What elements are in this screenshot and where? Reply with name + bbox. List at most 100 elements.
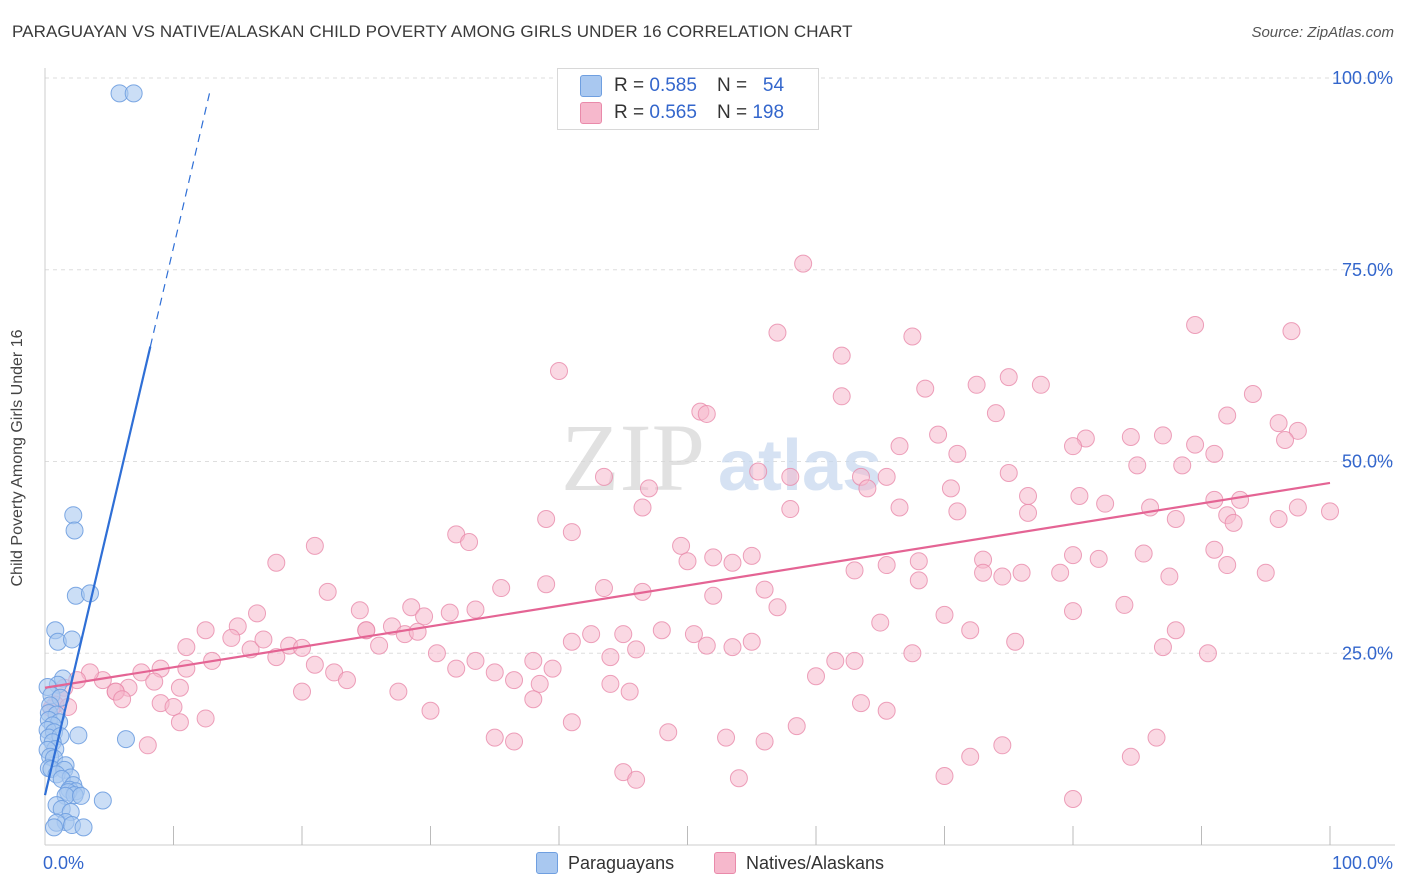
point-natives-alaskans bbox=[749, 462, 768, 481]
point-natives-alaskans bbox=[562, 523, 581, 542]
legend-row-natives: R = 0.565 N = 198 bbox=[580, 100, 784, 126]
point-natives-alaskans bbox=[967, 375, 986, 394]
trend-line-natives bbox=[44, 481, 1331, 689]
point-natives-alaskans bbox=[845, 651, 864, 670]
point-natives-alaskans bbox=[961, 747, 980, 766]
point-natives-alaskans bbox=[267, 648, 286, 667]
point-natives-alaskans bbox=[877, 556, 896, 575]
point-natives-alaskans bbox=[594, 467, 613, 486]
point-natives-alaskans bbox=[1121, 427, 1140, 446]
point-natives-alaskans bbox=[550, 361, 568, 380]
point-natives-alaskans bbox=[505, 671, 524, 690]
point-natives-alaskans bbox=[543, 659, 562, 678]
trend-line-paraguayans-extension bbox=[149, 93, 211, 347]
point-natives-alaskans bbox=[164, 697, 183, 716]
point-natives-alaskans bbox=[723, 553, 742, 572]
point-natives-alaskans bbox=[1006, 632, 1025, 651]
legend-swatch-pink bbox=[714, 852, 736, 874]
point-natives-alaskans bbox=[903, 327, 922, 346]
point-natives-alaskans bbox=[408, 622, 427, 641]
point-natives-alaskans bbox=[537, 575, 556, 594]
point-natives-alaskans bbox=[1153, 426, 1172, 445]
point-natives-alaskans bbox=[113, 690, 132, 709]
legend-n-value: 198 bbox=[752, 102, 785, 123]
point-natives-alaskans bbox=[524, 651, 543, 670]
point-natives-alaskans bbox=[485, 728, 504, 747]
legend-r-label: R = bbox=[614, 102, 645, 123]
point-natives-alaskans bbox=[877, 467, 896, 486]
grid-lines bbox=[45, 77, 1395, 654]
point-natives-alaskans bbox=[614, 625, 633, 644]
legend-swatch-blue bbox=[536, 852, 558, 874]
trend-line-paraguayans bbox=[43, 346, 152, 796]
legend-swatch-blue bbox=[580, 75, 602, 97]
point-natives-alaskans bbox=[858, 479, 877, 498]
point-natives-alaskans bbox=[723, 638, 742, 657]
point-natives-alaskans bbox=[145, 672, 164, 691]
point-natives-alaskans bbox=[639, 479, 658, 498]
point-natives-alaskans bbox=[254, 630, 273, 649]
point-natives-alaskans bbox=[755, 732, 774, 751]
point-natives-alaskans bbox=[1218, 406, 1237, 425]
point-natives-alaskans bbox=[697, 636, 716, 655]
legend-label-natives: Natives/Alaskans bbox=[746, 852, 885, 873]
point-natives-alaskans bbox=[742, 632, 761, 651]
point-paraguayans bbox=[71, 786, 90, 805]
point-paraguayans bbox=[69, 726, 88, 745]
point-natives-alaskans bbox=[1186, 315, 1205, 334]
point-natives-alaskans bbox=[485, 663, 504, 682]
point-natives-alaskans bbox=[530, 674, 549, 693]
point-natives-alaskans bbox=[1064, 789, 1082, 808]
point-natives-alaskans bbox=[1276, 431, 1295, 450]
point-natives-alaskans bbox=[1134, 544, 1153, 563]
point-natives-alaskans bbox=[672, 536, 691, 555]
point-natives-alaskans bbox=[948, 444, 967, 463]
point-natives-alaskans bbox=[1269, 510, 1288, 529]
x-tick-label: 100.0% bbox=[1332, 853, 1393, 873]
point-natives-alaskans bbox=[877, 701, 896, 720]
point-natives-alaskans bbox=[562, 713, 581, 732]
point-natives-alaskans bbox=[177, 659, 196, 678]
point-natives-alaskans bbox=[427, 644, 446, 663]
point-natives-alaskans bbox=[659, 723, 678, 742]
point-natives-alaskans bbox=[890, 498, 909, 517]
point-natives-alaskans bbox=[909, 552, 928, 571]
point-natives-alaskans bbox=[293, 682, 311, 701]
watermark-atlas: atlas bbox=[718, 426, 882, 506]
point-natives-alaskans bbox=[781, 467, 800, 486]
point-natives-alaskans bbox=[1160, 567, 1179, 586]
point-natives-alaskans bbox=[1019, 487, 1038, 506]
point-paraguayans bbox=[62, 630, 81, 649]
point-natives-alaskans bbox=[1147, 728, 1166, 747]
point-natives-alaskans bbox=[1089, 549, 1108, 568]
point-natives-alaskans bbox=[460, 533, 479, 552]
point-natives-alaskans bbox=[1121, 747, 1140, 766]
point-natives-alaskans bbox=[781, 500, 800, 519]
point-paraguayans bbox=[116, 730, 135, 749]
tick-labels: 25.0% 50.0% 75.0% 100.0% 0.0% 100.0% bbox=[43, 68, 1393, 873]
point-natives-alaskans bbox=[222, 628, 241, 647]
point-natives-alaskans bbox=[1064, 602, 1082, 621]
correlation-legend: R = 0.585 N = 54 R = 0.565 N = 198 bbox=[557, 68, 819, 130]
point-natives-alaskans bbox=[1198, 644, 1217, 663]
point-natives-alaskans bbox=[851, 694, 870, 713]
source-label: Source: ZipAtlas.com bbox=[1251, 24, 1394, 41]
point-natives-alaskans bbox=[832, 387, 851, 406]
watermark-zip: ZIP bbox=[561, 404, 705, 511]
point-natives-alaskans bbox=[1128, 456, 1147, 475]
point-natives-alaskans bbox=[1031, 375, 1050, 394]
point-natives-alaskans bbox=[1019, 503, 1038, 522]
point-natives-alaskans bbox=[807, 667, 825, 686]
x-tick-label: 0.0% bbox=[43, 853, 84, 873]
point-natives-alaskans bbox=[1321, 502, 1339, 521]
point-natives-alaskans bbox=[357, 621, 376, 640]
point-natives-alaskans bbox=[1115, 595, 1134, 614]
point-natives-alaskans bbox=[1012, 563, 1031, 582]
point-natives-alaskans bbox=[447, 659, 466, 678]
legend-r-value: 0.585 bbox=[649, 75, 697, 96]
point-natives-alaskans bbox=[305, 655, 324, 674]
point-natives-alaskans bbox=[370, 636, 389, 655]
point-natives-alaskans bbox=[1218, 556, 1237, 575]
point-natives-alaskans bbox=[993, 736, 1012, 755]
point-natives-alaskans bbox=[1256, 563, 1275, 582]
